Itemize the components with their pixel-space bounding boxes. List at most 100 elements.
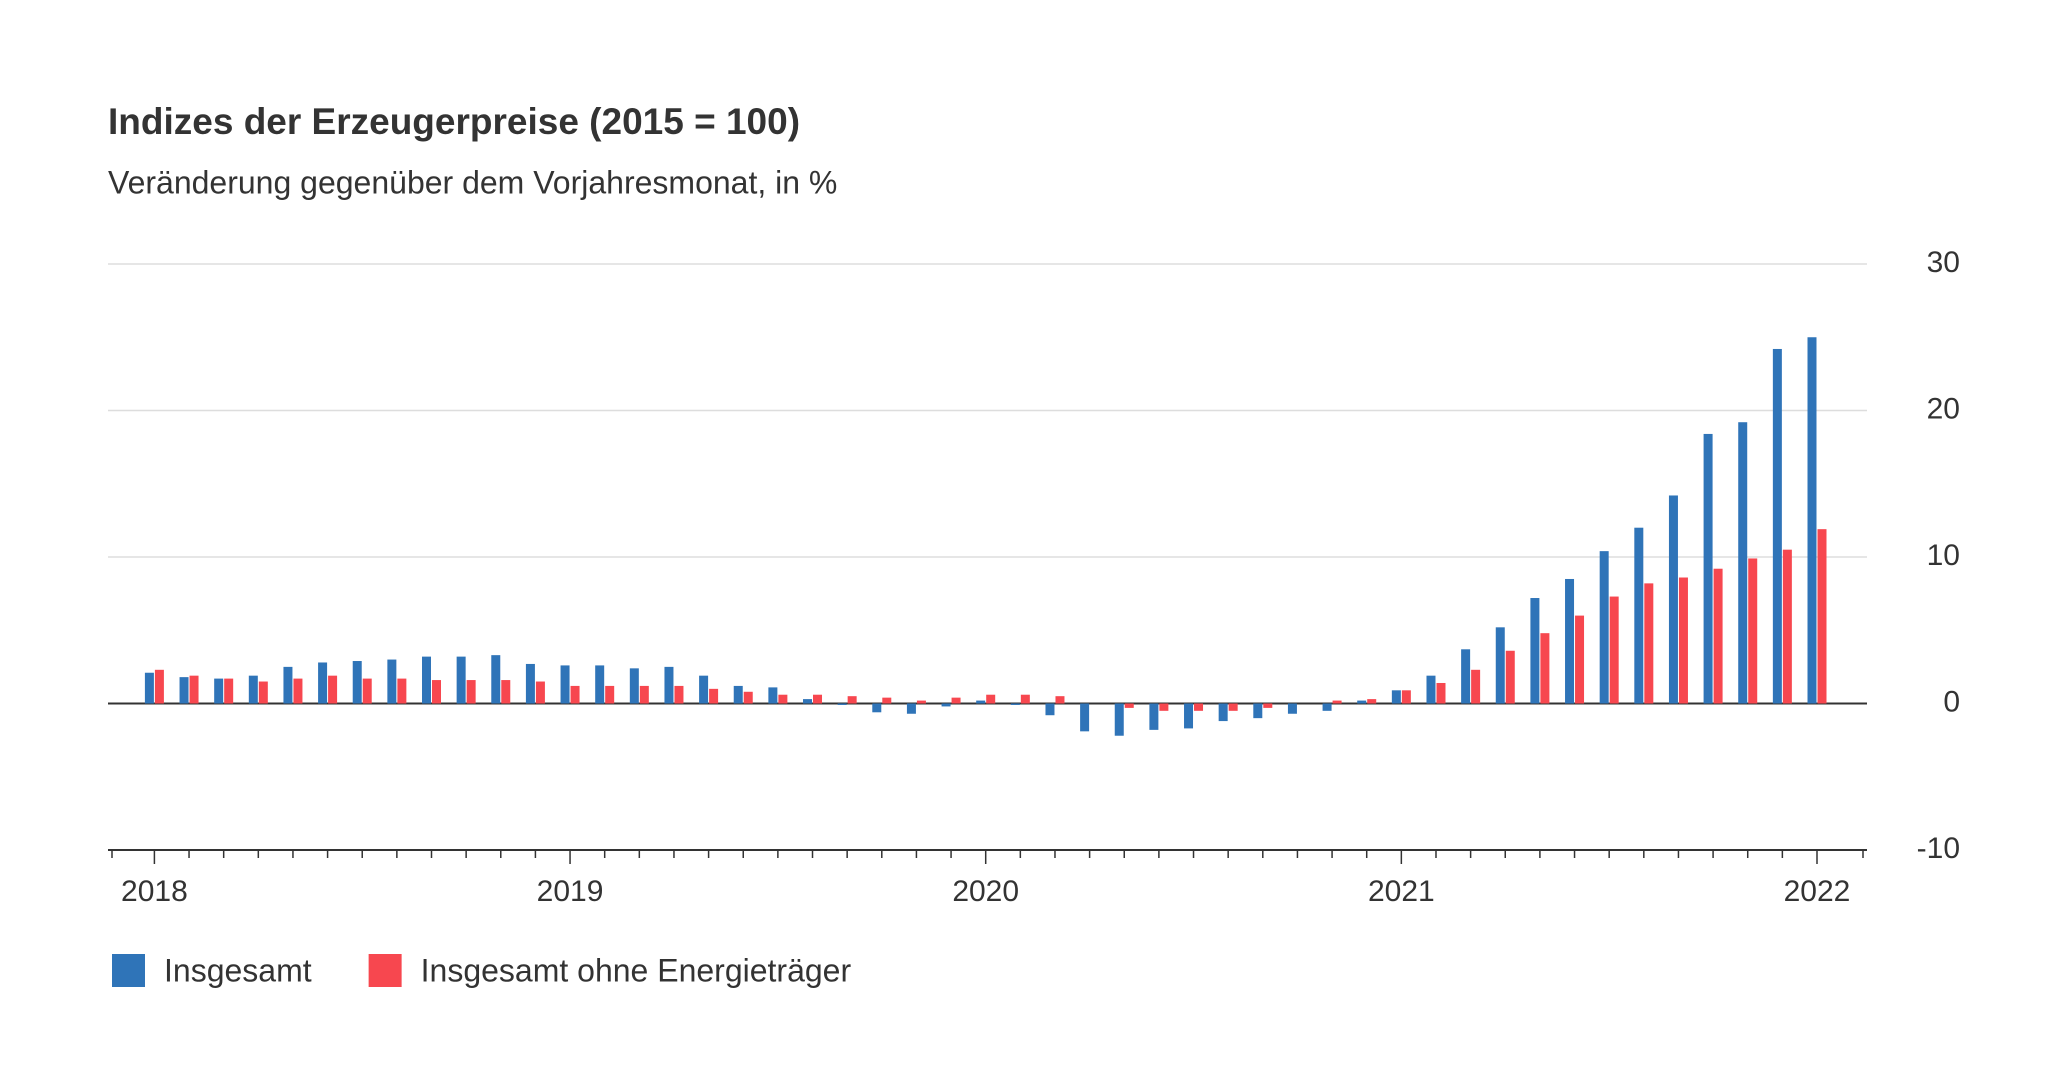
bar [664, 666, 674, 704]
x-tick-label: 2022 [1784, 875, 1851, 908]
bar [1599, 551, 1609, 704]
bar [1114, 703, 1124, 736]
bar [1426, 675, 1436, 704]
bar [1609, 596, 1619, 704]
bar [179, 677, 189, 704]
bar [1149, 703, 1159, 730]
bar [318, 662, 328, 704]
chart-subtitle: Veränderung gegenüber dem Vorjahresmonat… [108, 164, 837, 200]
bar [1748, 558, 1758, 704]
y-tick-label: 20 [1927, 392, 1960, 425]
bar [224, 678, 234, 704]
bar [847, 696, 857, 704]
bar [1194, 703, 1204, 711]
bar [1391, 690, 1401, 704]
bar [1322, 703, 1332, 711]
bar [1713, 568, 1723, 704]
bar [1738, 422, 1748, 704]
bar [1644, 583, 1654, 704]
bar [1436, 682, 1446, 704]
legend-label: Insgesamt [164, 952, 312, 988]
bar [639, 685, 649, 704]
bar [501, 680, 511, 704]
bar [1540, 633, 1550, 704]
bar [1668, 495, 1678, 704]
bar [283, 666, 293, 704]
bar [768, 687, 778, 704]
bar [1471, 669, 1481, 704]
bar [1575, 615, 1585, 704]
bar [837, 703, 847, 705]
bar [1817, 529, 1827, 704]
bar [1020, 694, 1030, 704]
bar [1357, 700, 1367, 704]
bar [1367, 699, 1377, 704]
bar [1124, 703, 1134, 708]
bar [1218, 703, 1228, 722]
bar [352, 661, 362, 704]
bar [595, 665, 605, 704]
bar [941, 703, 951, 707]
bar [709, 688, 719, 704]
y-tick-label: 30 [1927, 246, 1960, 279]
bar [674, 685, 684, 704]
bar [1530, 598, 1540, 704]
bar [362, 678, 372, 704]
bar [154, 669, 164, 704]
bar [1565, 578, 1575, 704]
chart-title: Indizes der Erzeugerpreise (2015 = 100) [108, 101, 800, 142]
bar [1807, 337, 1817, 704]
bar [778, 694, 788, 704]
bar [491, 655, 501, 704]
bar [248, 675, 258, 704]
bar [535, 681, 545, 704]
bar [456, 656, 466, 704]
bar [1332, 700, 1342, 704]
bar [976, 700, 986, 704]
bar [1772, 348, 1782, 704]
bar [293, 678, 303, 704]
bar [629, 668, 639, 704]
bar [1678, 577, 1688, 704]
bar [560, 665, 570, 704]
bar [570, 685, 580, 704]
bar [422, 656, 431, 704]
bar [1045, 703, 1055, 716]
bar [1228, 703, 1238, 711]
bar [1159, 703, 1169, 711]
bar [1703, 433, 1713, 704]
legend-label: Insgesamt ohne Energieträger [421, 952, 852, 988]
y-tick-label: 0 [1943, 685, 1960, 718]
bar [1263, 703, 1273, 708]
bar [813, 694, 823, 704]
bar [803, 699, 813, 704]
x-tick-label: 2019 [537, 875, 604, 908]
bar [1634, 527, 1644, 704]
bar [1080, 703, 1090, 732]
x-tick-label: 2020 [952, 875, 1019, 908]
bar [214, 678, 224, 704]
y-tick-label: 10 [1927, 539, 1960, 572]
bar [1401, 690, 1411, 704]
bar [525, 663, 535, 704]
bar [743, 691, 753, 704]
bar [1505, 650, 1515, 704]
bar [432, 680, 441, 704]
x-tick-label: 2018 [121, 875, 188, 908]
legend-swatch [368, 954, 402, 987]
bar [258, 681, 268, 704]
bar [1461, 649, 1471, 704]
bar [1055, 696, 1065, 704]
bar [986, 694, 996, 704]
bar [605, 685, 615, 704]
bar [1184, 703, 1194, 729]
bar [1010, 703, 1020, 705]
bar [1782, 549, 1792, 704]
bar [189, 675, 199, 704]
bar [951, 697, 961, 704]
bar [882, 697, 892, 704]
bar [906, 703, 916, 714]
bar [733, 685, 743, 704]
bar [1287, 703, 1297, 714]
